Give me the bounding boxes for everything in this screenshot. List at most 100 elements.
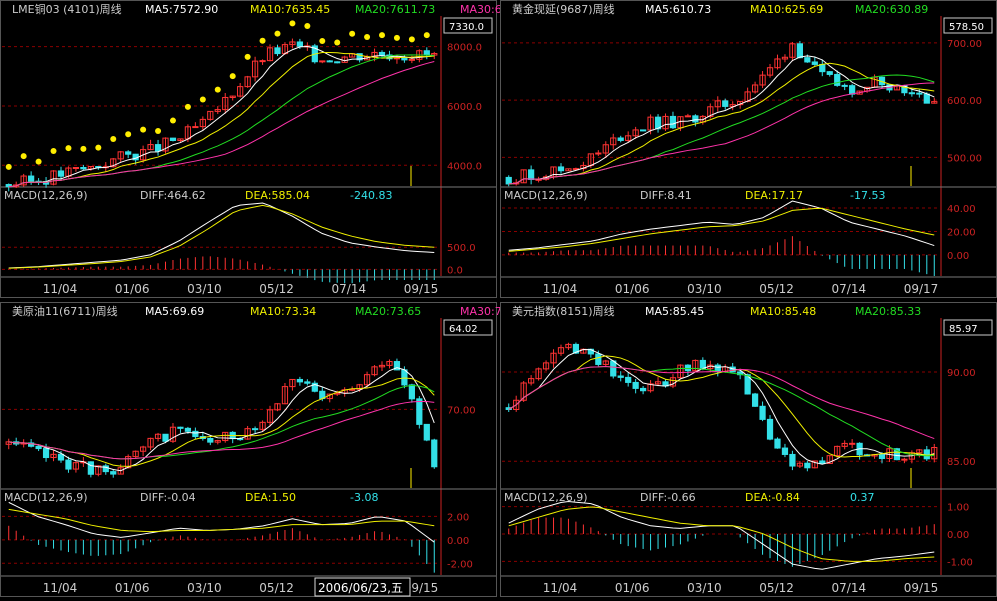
ma10-label: MA10:73.34 (250, 305, 316, 318)
macd-label: MACD(12,26,9) (504, 189, 588, 202)
candle-body (796, 462, 804, 467)
candle-body (72, 167, 80, 170)
candle-body (416, 398, 423, 425)
price-tick-label: 90.00 (947, 368, 976, 379)
time-tick-label: 09/15 (904, 581, 939, 595)
candle-body (42, 448, 50, 459)
time-tick-label: 05/12 (259, 282, 294, 296)
candle-body (692, 359, 699, 372)
chart-panel-3: 美原油11(6711)周线 MA5:69.69 MA10:73.34 MA20:73.… (0, 302, 502, 597)
sar-dot (289, 20, 296, 27)
candle-body (296, 378, 304, 383)
candle-body (147, 437, 154, 448)
candle-body (819, 460, 826, 464)
candle-body (207, 437, 214, 443)
time-tick-label: 05/12 (759, 581, 794, 595)
ma5-label: MA5:7572.90 (145, 3, 218, 16)
candle-body (169, 426, 177, 442)
ma5-label: MA5:610.73 (645, 3, 711, 16)
price-tick-label: 700.00 (947, 39, 982, 50)
ma10-label: MA10:7635.45 (250, 3, 330, 16)
candle-body (237, 86, 244, 97)
panel-title: 美原油11(6711)周线 (12, 304, 118, 318)
sar-dot (80, 145, 87, 152)
macd-tick-label: 0.00 (947, 251, 969, 262)
ma5-line (8, 45, 435, 188)
panel-title: 黄金现延(9687)周线 (512, 2, 615, 16)
dea-label: DEA:-0.84 (745, 491, 800, 504)
time-tick-label: 05/12 (259, 581, 294, 595)
candle-body (647, 116, 654, 131)
candle-body (557, 347, 565, 354)
candle-body (214, 440, 221, 443)
candle-body (714, 100, 721, 108)
candle-body (251, 428, 259, 431)
sar-dot (274, 30, 281, 37)
candle-body (408, 384, 415, 400)
sar-dot (229, 73, 236, 80)
candle-body (781, 56, 789, 60)
candle-body (535, 368, 542, 380)
candle-body (841, 442, 848, 447)
candle-body (356, 384, 363, 390)
candle-body (154, 433, 162, 439)
candle-body (139, 446, 147, 452)
ma30-line (8, 400, 435, 460)
diff-line (508, 200, 935, 251)
sar-dot (259, 37, 266, 44)
candle-body (722, 100, 729, 107)
dea-line (508, 207, 935, 252)
candle-body (102, 465, 109, 473)
candle-body (901, 458, 908, 461)
candle-body (57, 453, 65, 461)
candle-body (639, 387, 647, 392)
candle-body (834, 445, 841, 457)
dea-line (508, 506, 935, 562)
candle-body (177, 138, 184, 141)
chart-panel-2: 黄金现延(9687)周线 MA5:610.73 MA10:625.69 MA20:63… (500, 0, 997, 298)
candle-body (804, 462, 811, 469)
candle-body (654, 381, 662, 385)
candle-body (684, 115, 692, 118)
candle-body (110, 471, 117, 475)
candle-body (744, 374, 751, 395)
macd-label: MACD(12,26,9) (4, 491, 88, 504)
candle-body (401, 369, 408, 386)
candle-body (244, 76, 251, 88)
candle-body (595, 353, 602, 365)
candle-body (72, 462, 80, 470)
candle-body (595, 152, 602, 155)
macd-label: MACD(12,26,9) (504, 491, 588, 504)
macd-tick-label: 0.00 (447, 536, 469, 547)
time-tick-label: 01/06 (115, 282, 150, 296)
time-tick-label: 09/17 (904, 282, 939, 296)
candle-body (617, 375, 624, 378)
sar-dot (95, 144, 102, 151)
candle-body (774, 438, 781, 449)
candle-body (266, 409, 274, 423)
candle-body (774, 58, 781, 69)
time-tick-label: 01/06 (115, 581, 150, 595)
current-price-value: 7330.0 (449, 22, 484, 33)
candle-body (431, 439, 438, 468)
sar-dot (169, 117, 176, 124)
candle-body (87, 461, 94, 475)
candle-body (849, 442, 856, 445)
candle-body (28, 175, 35, 182)
candle-body (192, 126, 199, 129)
ma5-line (8, 367, 435, 472)
macd-tick-label: 500.0 (447, 243, 476, 254)
candle-body (199, 118, 206, 128)
candle-body (505, 176, 512, 185)
candle-body (886, 448, 893, 459)
candle-body (931, 101, 938, 104)
date-tooltip: 2006/06/23,五 (318, 581, 403, 595)
candle-body (95, 465, 102, 475)
candle-body (610, 137, 617, 146)
candle-body (893, 448, 901, 461)
macd-value: -3.08 (350, 491, 378, 504)
candle-body (110, 158, 117, 168)
ma30-line (508, 82, 935, 185)
candle-body (796, 43, 804, 59)
